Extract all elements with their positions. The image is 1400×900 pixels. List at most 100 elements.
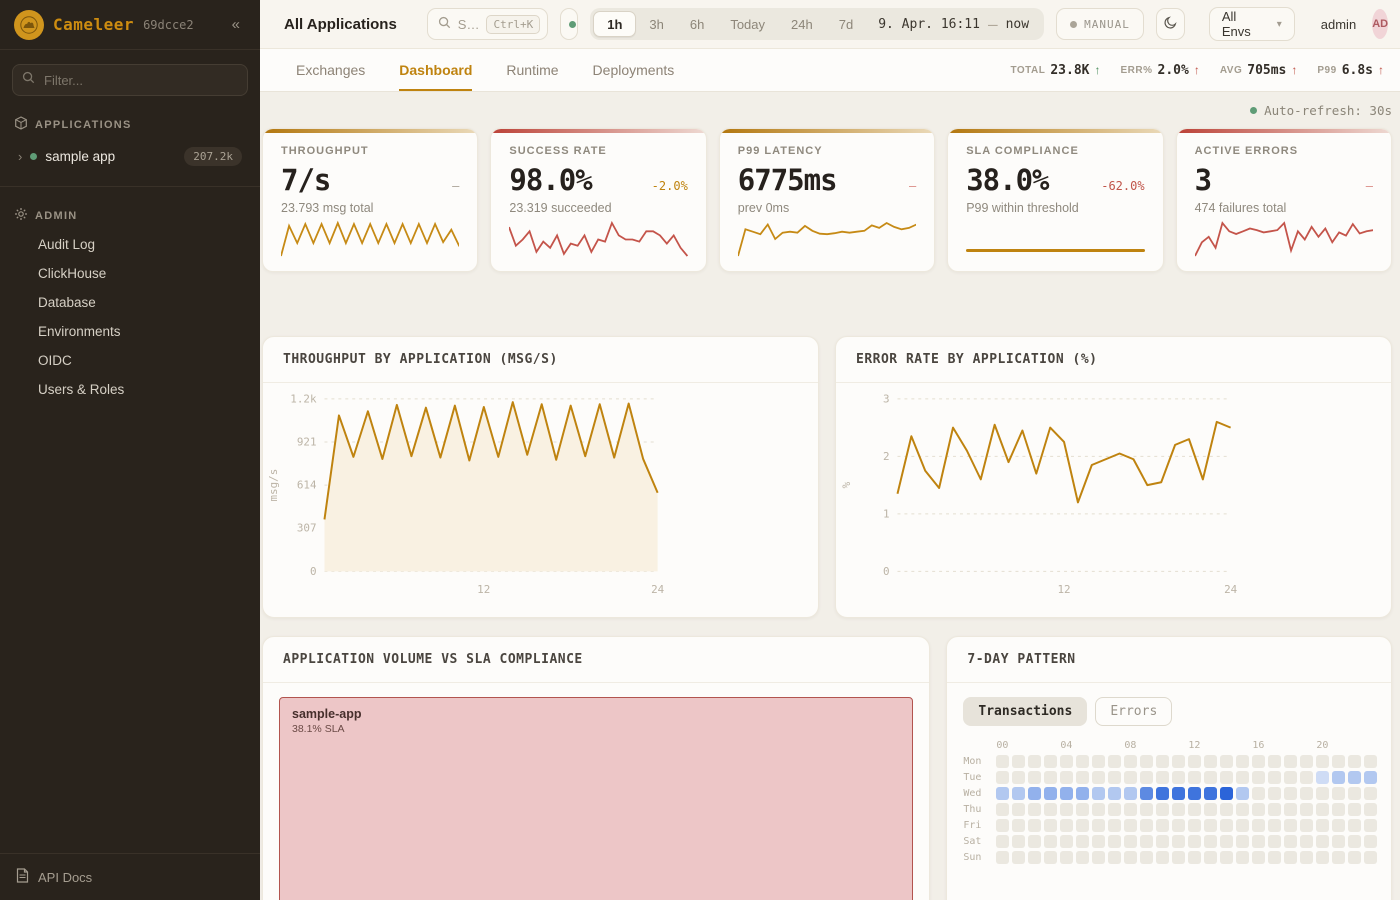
- heatmap-cell: [1188, 771, 1202, 784]
- heatmap-cell: [1108, 803, 1122, 816]
- sidebar-item-database[interactable]: Database: [38, 295, 96, 310]
- treemap-node-sla: 38.1% SLA: [292, 723, 345, 735]
- sidebar-collapse-button[interactable]: «: [226, 15, 246, 34]
- heatmap-cell: [1172, 755, 1186, 768]
- sidebar-filter[interactable]: [12, 64, 248, 96]
- svg-text:614: 614: [297, 479, 317, 492]
- heatmap-cell: [1188, 819, 1202, 832]
- sidebar-item-clickhouse[interactable]: ClickHouse: [38, 266, 107, 281]
- sidebar-item-audit-log[interactable]: Audit Log: [38, 237, 96, 252]
- heatmap-cell: [1364, 851, 1378, 864]
- time-range-24h[interactable]: 24h: [778, 11, 826, 37]
- treemap-node-sample-app[interactable]: sample-app 38.1% SLA: [279, 697, 914, 900]
- sidebar-item-oidc[interactable]: OIDC: [38, 353, 72, 368]
- heatmap-cell: [1060, 771, 1074, 784]
- search-placeholder: S…: [457, 16, 480, 32]
- document-icon: [16, 868, 29, 886]
- filter-input[interactable]: [42, 71, 238, 89]
- throughput-chart-panel: THROUGHPUT BY APPLICATION (MSG/S) 1.2k 92…: [262, 336, 819, 618]
- tab-deployments[interactable]: Deployments: [592, 62, 675, 78]
- stat-err%: ERR% 2.0% ↑: [1120, 62, 1200, 78]
- heatmap-cell: [1044, 819, 1058, 832]
- tab-dashboard[interactable]: Dashboard: [399, 49, 473, 91]
- sla-treemap-panel: APPLICATION VOLUME VS SLA COMPLIANCE sam…: [262, 636, 931, 900]
- moon-icon: [1163, 15, 1178, 33]
- heatmap-cell: [1332, 835, 1346, 848]
- heatmap-cell: [1332, 787, 1346, 800]
- heatmap-cell: [1220, 771, 1234, 784]
- heatmap-cell: [1364, 755, 1378, 768]
- avatar[interactable]: AD: [1372, 9, 1389, 39]
- env-select[interactable]: All Envs ▾: [1208, 7, 1295, 41]
- heatmap-hour-label: 00: [996, 740, 1009, 751]
- global-search[interactable]: S… Ctrl+K: [426, 8, 549, 40]
- heatmap-cell: [1268, 851, 1282, 864]
- heatmap-cell: [1364, 819, 1378, 832]
- sidebar-item-users-roles[interactable]: Users & Roles: [38, 382, 125, 397]
- time-range-today[interactable]: Today: [717, 11, 778, 37]
- heatmap-cell: [1316, 755, 1330, 768]
- time-range-3h[interactable]: 3h: [636, 11, 676, 37]
- heatmap-cell: [1044, 755, 1058, 768]
- heatmap-cell: [1268, 803, 1282, 816]
- heatmap-cell: [1060, 787, 1074, 800]
- heatmap-cell: [1300, 787, 1314, 800]
- heatmap-cell: [1028, 755, 1042, 768]
- kpi-value: 3: [1194, 163, 1212, 197]
- date-to[interactable]: now: [1005, 16, 1030, 32]
- heatmap-hour-label: [1284, 740, 1297, 752]
- heatmap-cell: [1220, 755, 1234, 768]
- gear-icon: [14, 207, 28, 224]
- heatmap-hour-label: 08: [1124, 740, 1137, 751]
- chevron-right-icon[interactable]: ›: [18, 149, 23, 164]
- kpi-delta: -2.0%: [651, 179, 688, 193]
- sidebar-item-environments[interactable]: Environments: [38, 324, 121, 339]
- heatmap-day-label: Sat: [963, 836, 982, 847]
- heatmap-cell: [1220, 787, 1234, 800]
- manual-refresh-button[interactable]: MANUAL: [1056, 8, 1144, 40]
- status-pill[interactable]: O: [560, 8, 579, 40]
- tab-exchanges[interactable]: Exchanges: [296, 62, 366, 78]
- auto-refresh-indicator: Auto-refresh: 30s: [262, 92, 1392, 128]
- heatmap-cell: [1124, 755, 1138, 768]
- heatmap-cell: [1028, 819, 1042, 832]
- heatmap-cell: [1236, 755, 1250, 768]
- heatmap-hour-label: [1028, 740, 1041, 752]
- heatmap-cell: [1252, 803, 1266, 816]
- date-from[interactable]: 9. Apr. 16:11: [878, 16, 980, 32]
- heatmap-cell: [1236, 835, 1250, 848]
- time-range-7d[interactable]: 7d: [826, 11, 866, 37]
- chart-title: ERROR RATE BY APPLICATION (%): [836, 337, 1391, 383]
- heatmap-hour-label: [1332, 740, 1345, 752]
- heatmap-cell: [1284, 819, 1298, 832]
- heatmap-cell: [1156, 755, 1170, 768]
- kpi-subtext: 23.319 succeeded: [509, 201, 612, 215]
- page-title: All Applications: [284, 15, 397, 33]
- heatmap-hour-label: [1156, 740, 1169, 752]
- heatmap-cell: [1348, 803, 1362, 816]
- app-name-label: sample app: [45, 149, 116, 164]
- stat-total: TOTAL 23.8K ↑: [1010, 62, 1101, 78]
- brand-version: 69dcce2: [143, 17, 194, 32]
- tab-transactions[interactable]: Transactions: [963, 697, 1088, 726]
- admin-section-header: ADMIN: [14, 207, 246, 224]
- heatmap-cell: [1332, 819, 1346, 832]
- heatmap-cell: [1204, 771, 1218, 784]
- time-range-6h[interactable]: 6h: [677, 11, 717, 37]
- sidebar-item-sample-app[interactable]: › sample app 207.2k: [8, 141, 252, 172]
- time-range-1h[interactable]: 1h: [593, 11, 637, 37]
- tab-runtime[interactable]: Runtime: [506, 62, 559, 78]
- heatmap-cell: [1220, 851, 1234, 864]
- tab-errors[interactable]: Errors: [1095, 697, 1173, 726]
- time-range-group: 1h 3h 6h Today 24h 7d 9. Apr. 16:11 – now: [590, 8, 1045, 40]
- auto-refresh-label: Auto-refresh: 30s: [1264, 102, 1392, 118]
- heatmap-cell: [996, 771, 1010, 784]
- heatmap-cell: [1348, 787, 1362, 800]
- svg-text:307: 307: [297, 522, 317, 535]
- heatmap-cell: [1348, 771, 1362, 784]
- main-area: All Applications S… Ctrl+K O 1h3h6hToday…: [260, 0, 1400, 900]
- heatmap-tabs: Transactions Errors: [963, 697, 1375, 726]
- dark-mode-toggle[interactable]: [1155, 8, 1185, 40]
- api-docs-link[interactable]: API Docs: [0, 853, 260, 900]
- heatmap-cell: [1316, 835, 1330, 848]
